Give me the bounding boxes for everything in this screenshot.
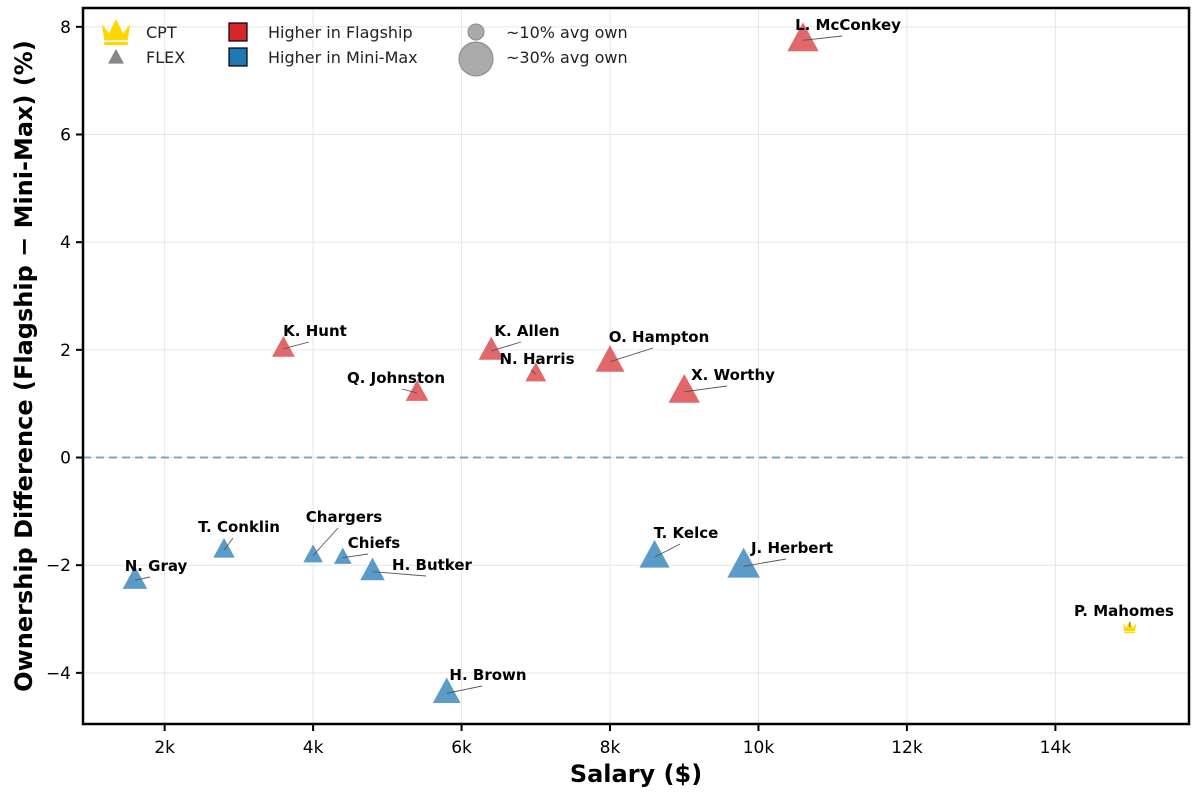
label-x-worthy: X. Worthy <box>691 366 775 384</box>
label-j-herbert: J. Herbert <box>750 539 833 557</box>
point-chargers <box>303 544 323 563</box>
y-tick-label: 2 <box>60 341 71 361</box>
leader-line-j-herbert <box>743 558 787 567</box>
x-tick-label: 6k <box>451 738 472 758</box>
label-l-mcconkey: L. McConkey <box>795 16 901 34</box>
x-axis: 2k 4k 6k 8k 10k 12k 14k <box>154 724 1071 758</box>
flagship-swatch <box>228 22 248 42</box>
y-tick-label: 0 <box>60 449 71 469</box>
data-points <box>122 22 1137 703</box>
leader-line-l-mcconkey <box>802 35 843 41</box>
point-t-kelce <box>639 539 670 568</box>
legend-label: CPT <box>146 23 177 42</box>
y-tick-label: 4 <box>60 233 71 253</box>
leader-line-t-conklin <box>223 537 234 551</box>
point-n-gray <box>122 566 148 589</box>
label-k-hunt: K. Hunt <box>283 322 347 340</box>
point-n-harris <box>525 362 547 382</box>
leader-line-o-hampton <box>609 347 654 363</box>
large-circle-icon <box>458 41 494 77</box>
x-tick-label: 2k <box>154 738 175 758</box>
point-h-butker <box>360 557 385 581</box>
x-axis-title: Salary ($) <box>570 760 702 788</box>
leader-line-k-hunt <box>283 341 310 350</box>
point-chiefs <box>333 547 352 564</box>
x-tick-label: 14k <box>1040 738 1072 758</box>
point-k-allen <box>478 336 504 360</box>
x-tick-label: 8k <box>600 738 621 758</box>
y-tick-label: 8 <box>60 18 71 38</box>
label-t-conklin: T. Conklin <box>198 518 280 536</box>
triangle-icon <box>108 48 124 64</box>
label-q-johnston: Q. Johnston <box>347 369 445 387</box>
label-n-harris: N. Harris <box>499 350 574 368</box>
legend-label: Higher in Flagship <box>268 23 413 42</box>
leader-line-q-johnston <box>401 388 418 394</box>
label-h-butker: H. Butker <box>392 556 473 574</box>
point-h-brown <box>432 677 461 703</box>
minimax-swatch <box>228 47 248 67</box>
label-chiefs: Chiefs <box>348 534 401 552</box>
small-circle-icon <box>467 23 485 41</box>
y-tick-label: 6 <box>60 126 71 146</box>
legend: CPT FLEX Higher in Flagship Higher in Mini-… <box>102 19 628 77</box>
label-chargers: Chargers <box>306 508 383 526</box>
x-tick-label: 12k <box>891 738 923 758</box>
y-axis-title: Ownership Difference (Flagship − Mini-Ma… <box>10 40 38 692</box>
label-k-allen: K. Allen <box>494 322 559 340</box>
plot-area-frame <box>81 6 1191 726</box>
point-labels: L. McConkey K. Hunt K. Allen N. Harris O. Ha… <box>125 16 1174 694</box>
point-o-hampton <box>595 345 625 372</box>
x-tick-label: 4k <box>303 738 324 758</box>
point-k-hunt <box>272 335 295 357</box>
point-j-herbert <box>727 547 760 578</box>
leader-line-h-brown <box>446 685 483 694</box>
leader-line-n-harris <box>530 369 537 375</box>
legend-label: ~30% avg own <box>506 48 628 67</box>
point-l-mcconkey <box>787 22 819 52</box>
leader-line-chargers <box>312 527 339 556</box>
leader-line-chiefs <box>342 553 369 559</box>
leader-line-h-butker <box>372 571 427 577</box>
leader-line-n-gray <box>134 576 151 581</box>
label-h-brown: H. Brown <box>449 666 526 684</box>
crown-icon <box>102 19 130 45</box>
legend-label: FLEX <box>146 48 185 67</box>
legend-label: ~10% avg own <box>506 23 628 42</box>
leader-line-k-allen <box>491 341 522 352</box>
point-t-conklin <box>213 537 235 558</box>
grid <box>83 8 1189 724</box>
label-n-gray: N. Gray <box>125 557 188 575</box>
label-o-hampton: O. Hampton <box>609 328 710 346</box>
label-t-kelce: T. Kelce <box>654 524 719 542</box>
leader-line-x-worthy <box>684 385 728 393</box>
point-x-worthy <box>668 373 700 403</box>
x-tick-label: 10k <box>743 738 775 758</box>
legend-label: Higher in Mini-Max <box>268 48 418 67</box>
leader-line-t-kelce <box>654 543 681 558</box>
y-tick-label: −4 <box>46 664 71 684</box>
point-q-johnston <box>405 379 429 401</box>
label-p-mahomes: P. Mahomes <box>1074 602 1174 620</box>
y-axis: −4 −2 0 2 4 6 8 <box>46 18 83 684</box>
y-tick-label: −2 <box>46 556 71 576</box>
